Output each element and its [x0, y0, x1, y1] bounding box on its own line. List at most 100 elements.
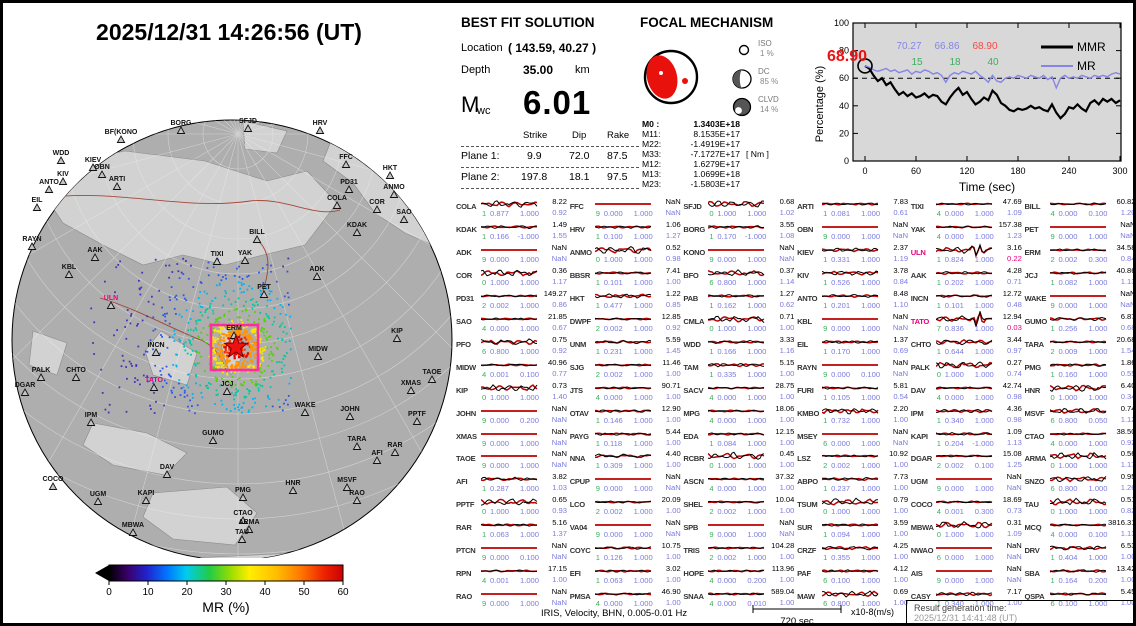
amplitude-value: 5.44: [665, 426, 681, 436]
polarity-value: 1.000: [1088, 369, 1108, 379]
polarity-value: 1.000: [1088, 231, 1108, 241]
weight-value: 0.084: [717, 438, 737, 448]
ratio-value: NaN: [892, 322, 909, 332]
svg-text:MR: MR: [1077, 59, 1096, 73]
amplitude-value: 10.04: [775, 495, 795, 505]
plane2-strike: 197.8: [521, 171, 548, 183]
ratio-value: NaN: [665, 483, 681, 493]
svg-text:COCO: COCO: [43, 476, 65, 483]
map-station-SFJD: SFJD: [239, 118, 257, 132]
map-station-BF(KONO: BF(KONO: [105, 129, 138, 143]
waveform-CMLA: [708, 315, 765, 323]
polarity-value: 1.000: [633, 254, 653, 264]
station-cell-ABPO: ABPO 1 0.237 1.000 7.73 1.00: [796, 471, 909, 494]
amplitude-value: 10.92: [889, 449, 909, 459]
station-cell-BFO: BFO 6 0.800 1.000 0.37 1.14: [682, 265, 795, 288]
quality-flag: 2: [595, 507, 600, 517]
ratio-value: 0.22: [1007, 253, 1022, 263]
station-name: EDA: [683, 431, 699, 441]
amplitude-value: NaN: [892, 426, 909, 436]
polarity-value: 1.000: [861, 553, 881, 563]
polarity-value: 1.000: [747, 530, 767, 540]
amplitude-value: 10.75: [661, 541, 681, 551]
map-station-ANTO: ANTO: [39, 179, 59, 193]
polarity-value: 1.000: [1088, 300, 1108, 310]
svg-text:IPM: IPM: [85, 412, 98, 419]
station-name: ANTO: [797, 293, 818, 303]
amplitude-value: 4.36: [1007, 403, 1022, 413]
station-cell-RAYN: RAYN 9 0.000 0.100 NaN NaN: [796, 357, 909, 380]
svg-text:FFC: FFC: [339, 154, 353, 161]
station-cell-RAR: RAR 1 0.063 1.000 5.16 1.37: [455, 517, 568, 540]
svg-text:AFI: AFI: [371, 450, 382, 457]
weight-value: 0.081: [831, 209, 851, 218]
magnitude-value: 6.01: [523, 84, 592, 121]
svg-text:JOHN: JOHN: [340, 406, 359, 413]
amplitude-value: 4.25: [893, 541, 909, 551]
amplitude-value: 6.40: [1120, 380, 1136, 390]
svg-text:INCN: INCN: [147, 342, 164, 349]
weight-value: 0.170: [717, 231, 737, 241]
quality-flag: 0: [482, 392, 487, 402]
waveform-SACV: [708, 386, 765, 390]
map-station-MBWA: MBWA: [122, 522, 144, 536]
svg-text:50: 50: [298, 587, 310, 598]
map-timestamp-title: 2025/12/31 14:26:56 (UT): [96, 19, 362, 45]
station-cell-WDD: WDD 1 0.166 1.000 3.33 1.16: [682, 334, 795, 357]
polarity-value: 1.000: [974, 231, 994, 241]
weight-value: 0.800: [1058, 415, 1078, 425]
amplitude-value: 0.69: [893, 587, 909, 597]
polarity-value: 1.000: [519, 300, 539, 310]
station-name: PAF: [797, 569, 811, 579]
waveform-PMSA: [594, 592, 651, 596]
weight-value: 0.000: [944, 553, 964, 563]
svg-text:240: 240: [1061, 166, 1076, 176]
station-name: INCN: [910, 293, 929, 303]
svg-text:YAK: YAK: [238, 250, 252, 257]
ratio-value: 0.98: [1007, 414, 1022, 424]
svg-text:KDAK: KDAK: [347, 222, 367, 229]
svg-text:PET: PET: [257, 284, 271, 291]
map-station-INCN: INCN: [147, 342, 165, 356]
quality-flag: 9: [482, 254, 487, 264]
amplitude-value: 90.71: [661, 380, 681, 390]
waveform-MCQ: [1049, 523, 1106, 527]
amplitude-value: 2.37: [893, 242, 909, 252]
station-name: UNM: [569, 339, 587, 349]
quality-flag: 9: [936, 484, 942, 494]
waveform-QSPA: [1049, 592, 1106, 596]
station-cell-NNA: NNA 1 0.309 1.000 4.40 1.00: [569, 448, 682, 471]
svg-text:20: 20: [839, 128, 849, 138]
ratio-value: 1.00: [893, 575, 909, 585]
amplitude-value: 18.69: [1002, 495, 1022, 505]
waveform-PAYG: [594, 431, 651, 436]
polarity-value: 1.000: [974, 346, 994, 356]
amplitude-value: 0.36: [552, 265, 567, 275]
time-scalebar: 720 sec: [752, 605, 842, 623]
station-waveform-grid: COLA 1 0.877 1.000 8.22 0.92 KDAK 1 0.166 -1.000 1…: [455, 196, 1136, 610]
polarity-value: 1.000: [1088, 484, 1108, 494]
station-name: WAKE: [1024, 293, 1047, 303]
quality-flag: 1: [936, 438, 942, 448]
waveform-ULN: [935, 243, 993, 258]
quality-flag: 1: [1050, 576, 1055, 586]
ratio-value: 1.00: [779, 460, 795, 470]
amplitude-value: 1.06: [665, 219, 681, 229]
svg-text:ADK: ADK: [309, 266, 324, 273]
quality-flag: 1: [1050, 277, 1055, 287]
station-name: TSUM: [797, 500, 818, 510]
amplitude-value: NaN: [1120, 219, 1136, 229]
station-name: ANMO: [569, 247, 592, 257]
station-name: MIDW: [456, 362, 476, 372]
ratio-value: 1.25: [1007, 460, 1022, 470]
waveform-TAOE: [481, 455, 537, 458]
depth-row: Depth 35.00 km: [461, 62, 639, 84]
quality-flag: 1: [823, 530, 828, 540]
station-cell-XMAS: XMAS 9 0.000 1.000 NaN NaN: [455, 426, 568, 449]
ratio-value: 1.10: [893, 299, 909, 309]
amplitude-value: 7.83: [893, 197, 909, 206]
station-name: PAB: [683, 293, 698, 303]
station-cell-PAB: PAB 1 0.162 1.000 1.27 0.62: [682, 288, 795, 311]
strike-col: Strike: [523, 130, 548, 141]
waveform-MSVF: [1049, 407, 1106, 414]
